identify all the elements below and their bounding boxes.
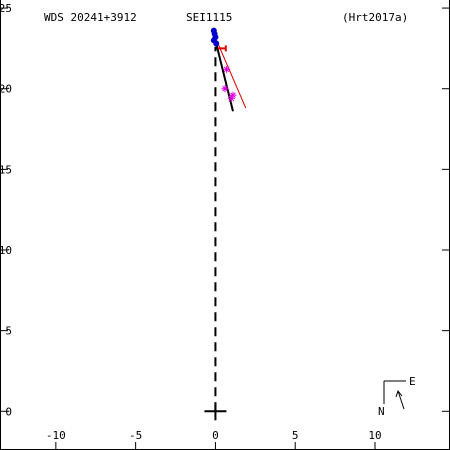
motion-arrow-shaft [397,390,405,410]
y-tick-label: 10 [0,244,12,257]
y-ticks: 0 5 10 15 20 25 [0,2,449,418]
x-tick-label: 0 [212,429,219,442]
header-reference: (Hrt2017a) [342,11,408,24]
blue-point [213,40,220,47]
x-tick-label: -5 [129,429,142,442]
motion-arrow-head [395,389,403,398]
x-ticks: -10 -5 0 5 10 [46,429,382,449]
header-wds-id: WDS 20241+3912 [44,11,137,24]
compass-east-label: E [409,375,416,388]
x-tick-label: 5 [292,429,299,442]
star-point [223,65,231,73]
star-point [221,85,229,93]
x-tick-label: -10 [46,429,66,442]
blue-points [210,27,220,47]
fit-line-path [213,33,247,109]
star-points [221,65,237,102]
compass-north-label: N [378,405,385,418]
y-tick-label: 5 [5,325,12,338]
y-tick-label: 15 [0,163,12,176]
compass: E N [378,375,416,418]
primary-star-cross [204,402,227,421]
x-tick-label: 10 [368,429,381,442]
header-discoverer: SEI1115 [186,11,232,24]
red-point [217,45,227,52]
y-tick-label: 0 [5,405,12,418]
y-tick-label: 25 [0,2,12,15]
red-points [217,45,227,52]
fit-line [213,33,247,109]
star-point [227,94,235,102]
y-tick-label: 20 [0,83,12,96]
